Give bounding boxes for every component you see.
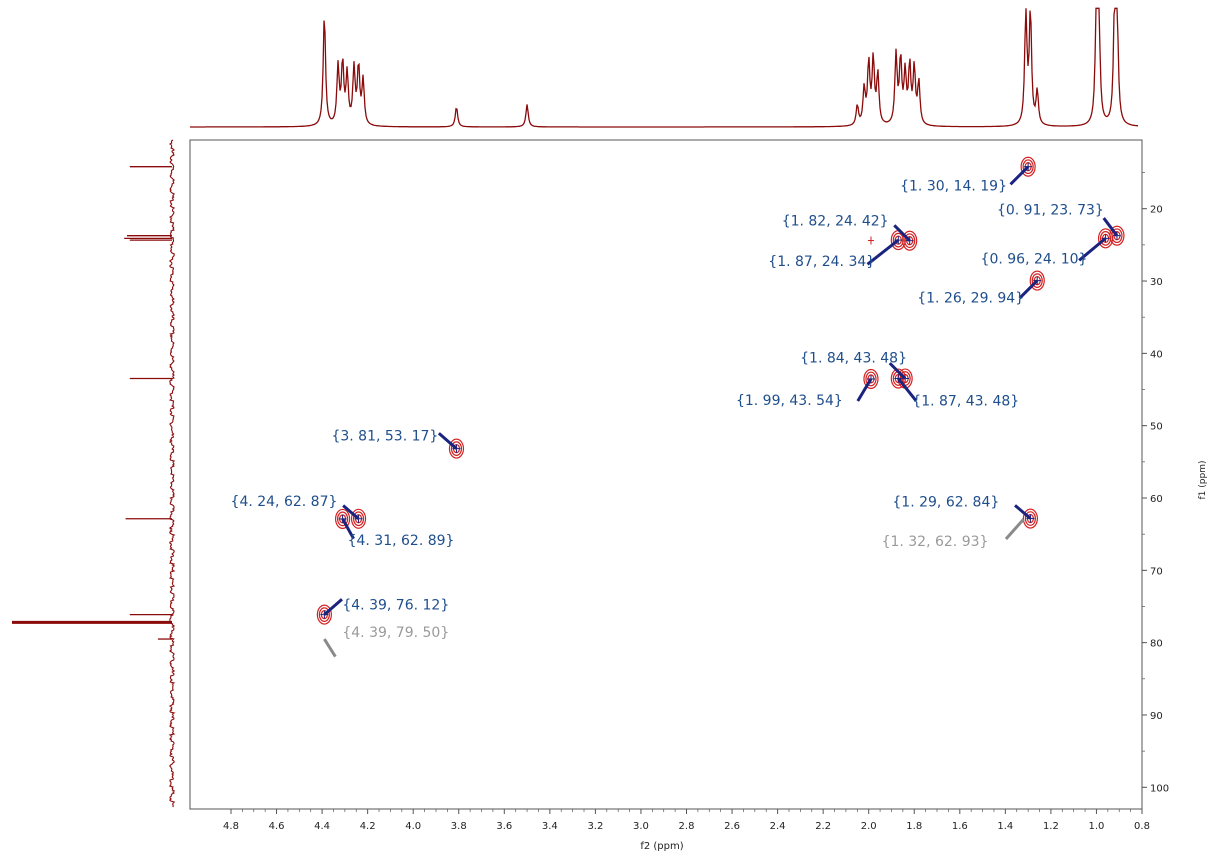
y-tick-label: 40: [1150, 349, 1163, 360]
contour-ring: [904, 233, 916, 249]
contour-ring: [1022, 159, 1034, 175]
x-tick-label: 4.4: [314, 821, 330, 832]
x-tick-label: 4.2: [360, 821, 376, 832]
x-tick-label: 3.0: [633, 821, 649, 832]
peak-pointer: [1078, 237, 1107, 262]
peak-label: {1. 87, 43. 48}: [912, 394, 1019, 410]
y-tick-label: 80: [1150, 639, 1163, 650]
peak-label: {4. 24, 62. 87}: [231, 494, 338, 510]
peak-pointer: [1004, 518, 1025, 540]
x-tick-label: 3.2: [587, 821, 603, 832]
peak-pointer: [1018, 279, 1039, 300]
peak-label: {1. 82, 24. 42}: [782, 214, 889, 230]
x-tick-label: 1.6: [952, 821, 968, 832]
peak-pointer: [342, 504, 360, 520]
f2-projection-trace: [190, 7, 1139, 128]
peak-label: {1. 30, 14. 19}: [900, 179, 1007, 195]
x-tick-label: 2.4: [770, 821, 786, 832]
y-tick-label: 70: [1150, 566, 1163, 577]
contour-ring: [890, 368, 906, 389]
y-axis: 20 30 40 50 60 70 80 90 100: [1142, 172, 1169, 794]
x-tick-label: 0.8: [1134, 821, 1150, 832]
peak-pointer: [1009, 165, 1030, 186]
contour-ring: [336, 511, 349, 527]
x-tick-label: 2.8: [679, 821, 695, 832]
peak-label: {1. 29, 62. 84}: [892, 495, 999, 511]
contour-ring: [1097, 228, 1114, 249]
y-tick-label: 50: [1150, 422, 1163, 433]
x-tick-label: 4.0: [405, 821, 421, 832]
x-tick-label: 3.6: [496, 821, 512, 832]
peak-label: {1. 32, 62. 93}: [882, 534, 989, 550]
x-tick-label: 1.4: [997, 821, 1013, 832]
x-tick-label: 3.8: [451, 821, 467, 832]
contour-ring: [1029, 270, 1045, 291]
contour-ring: [865, 371, 877, 387]
contour-ring: [1020, 156, 1036, 177]
f1-projection: [12, 139, 176, 808]
x-axis: 4.8 4.6 4.4 4.2 4.0 3.8 3.6 3.4 3.2 3.0 2.8 2.6 2.4 2…: [223, 809, 1150, 832]
contour-ring: [448, 438, 465, 459]
peak-label: {1. 84, 43. 48}: [800, 351, 907, 367]
x-tick-label: 2.0: [861, 821, 877, 832]
contour-ring: [1024, 511, 1037, 526]
peak-annotations: {1. 30, 14. 19} {1. 82, 24. 42} {1. 87, 24…: [231, 165, 1119, 658]
peak-label: {1. 99, 43. 54}: [736, 393, 843, 409]
peak-label: {4. 31, 62. 89}: [348, 533, 455, 549]
contour-layer: [316, 156, 1125, 625]
plot-frame: [189, 139, 1143, 810]
peak-pointer: [323, 598, 343, 616]
peak-pointer: [856, 378, 873, 402]
contour-ring: [352, 511, 365, 527]
x-tick-label: 1.8: [906, 821, 922, 832]
peak-pointer: [897, 377, 918, 402]
contour-ring: [334, 508, 351, 529]
peak-pointer: [888, 362, 907, 380]
peak-label: {3. 81, 53. 17}: [331, 429, 438, 445]
x-tick-label: 1.2: [1043, 821, 1059, 832]
peak-pointer: [866, 238, 900, 266]
y-tick-label: 30: [1150, 277, 1163, 288]
x-tick-label: 4.6: [269, 821, 285, 832]
x-tick-label: 4.8: [223, 821, 239, 832]
y-tick-label: 100: [1150, 783, 1169, 794]
contour-ring: [316, 604, 332, 625]
contour-ring: [1031, 273, 1043, 288]
x-tick-label: 1.0: [1088, 821, 1104, 832]
peak-pointer: [1014, 504, 1032, 520]
contour-ring: [1022, 508, 1039, 529]
x-tick-label: 2.6: [724, 821, 740, 832]
peak-pointer: [893, 224, 911, 242]
peak-label: {0. 96, 24. 10}: [981, 251, 1088, 267]
f1-projection-trace: [168, 139, 176, 808]
peak-label: {0. 91, 23. 73}: [997, 203, 1104, 219]
peak-label: {4. 39, 79. 50}: [342, 625, 449, 641]
contour-ring: [863, 368, 879, 390]
peak-label: {1. 87, 24. 34}: [768, 254, 875, 270]
x-tick-label: 3.4: [542, 821, 558, 832]
peak-pointer: [1102, 217, 1119, 237]
peak-pointer: [323, 638, 337, 658]
y-tick-label: 20: [1150, 205, 1163, 216]
y-tick-label: 60: [1150, 494, 1163, 505]
peak-pointer: [341, 518, 355, 540]
f2-projection: [190, 7, 1139, 128]
peak-label: {4. 39, 76. 12}: [342, 598, 449, 614]
contour-ring: [450, 441, 463, 456]
contour-ring: [892, 232, 904, 248]
peak-label: {1. 26, 29. 94}: [917, 291, 1024, 307]
contour-ring: [350, 508, 367, 529]
peak-pointer: [437, 432, 458, 450]
contour-ring: [1099, 231, 1112, 246]
y-tick-label: 90: [1150, 711, 1163, 722]
y-axis-label: f1 (ppm): [1198, 461, 1208, 500]
x-tick-label: 2.2: [815, 821, 831, 832]
x-axis-label: f2 (ppm): [640, 841, 683, 852]
contour-ring: [318, 607, 330, 622]
